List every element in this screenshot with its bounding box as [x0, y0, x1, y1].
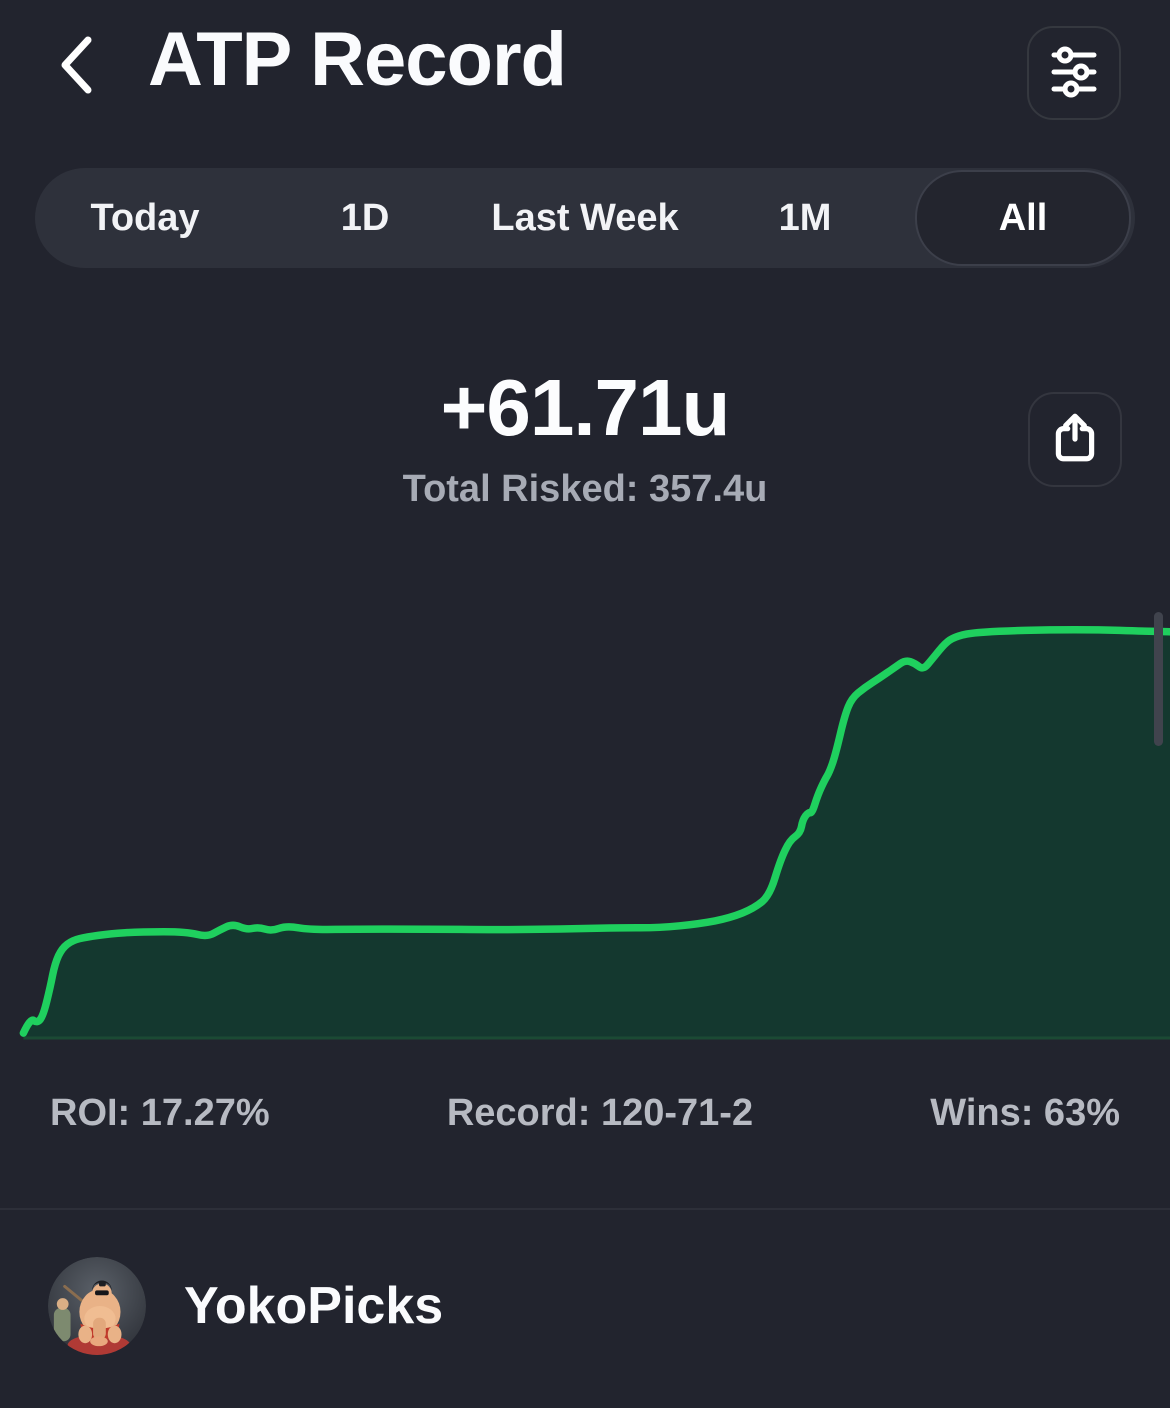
- profit-chart[interactable]: [0, 590, 1170, 1060]
- sliders-icon: [1050, 45, 1098, 102]
- section-divider: [0, 1208, 1170, 1210]
- record-stat: Record: 120-71-2: [446, 1092, 754, 1134]
- profile-name: YokoPicks: [184, 1277, 444, 1335]
- net-units-value: +61.71u: [440, 363, 731, 452]
- tab-today[interactable]: Today: [90, 196, 200, 239]
- filters-button[interactable]: [1027, 26, 1121, 120]
- share-button[interactable]: [1028, 392, 1122, 487]
- chevron-left-icon: [59, 36, 93, 97]
- tab-all-label: All: [998, 196, 1048, 239]
- roi-stat: ROI: 17.27%: [50, 1092, 270, 1134]
- share-icon: [1051, 411, 1099, 468]
- back-button[interactable]: [44, 34, 108, 98]
- wins-stat: Wins: 63%: [930, 1092, 1120, 1134]
- period-tabbar: Today 1D Last Week 1M All: [35, 168, 1135, 268]
- header: ATP Record: [0, 0, 1170, 160]
- page-title: ATP Record: [148, 17, 567, 102]
- total-risked-value: Total Risked: 357.4u: [402, 468, 768, 510]
- sumo-cartoon-avatar: [48, 1257, 146, 1355]
- profile-row[interactable]: YokoPicks: [0, 1210, 1170, 1408]
- tab-last-week[interactable]: Last Week: [491, 196, 679, 239]
- scrollbar-thumb[interactable]: [1154, 612, 1163, 746]
- tab-all-selected[interactable]: All: [915, 170, 1131, 266]
- tab-1d[interactable]: 1D: [340, 196, 390, 239]
- stats-row: ROI: 17.27% Record: 120-71-2 Wins: 63%: [0, 1092, 1170, 1135]
- tab-1m[interactable]: 1M: [778, 196, 832, 239]
